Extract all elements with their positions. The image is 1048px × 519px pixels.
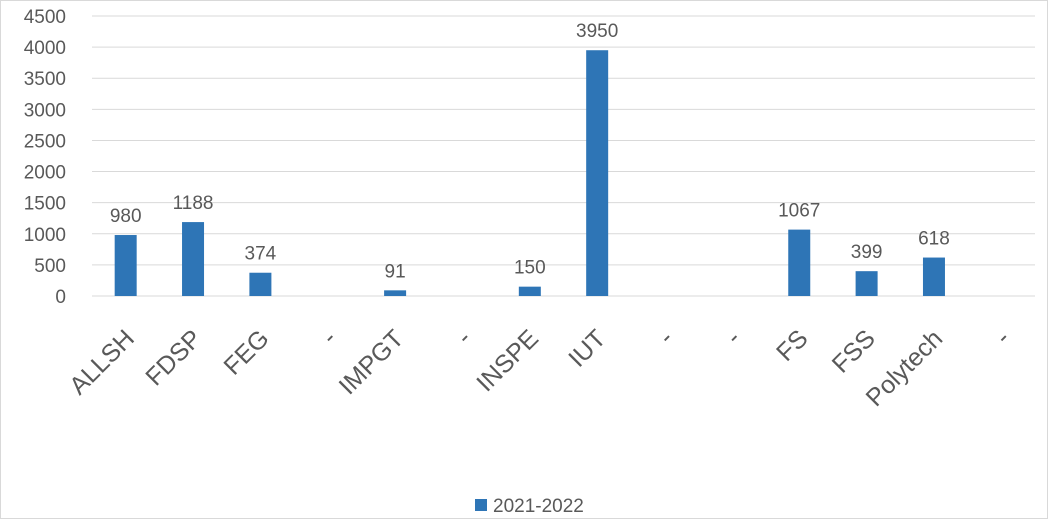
data-labels: 980 1188 374 91 150 3950 1067 399 618 bbox=[110, 21, 950, 282]
x-tick-label: ALLSH bbox=[64, 324, 140, 400]
y-tick-label: 3000 bbox=[24, 100, 66, 121]
bar bbox=[586, 50, 609, 296]
legend-label: 2021-2022 bbox=[493, 496, 584, 517]
data-label: 399 bbox=[851, 242, 883, 263]
x-tick-label: - bbox=[990, 324, 1016, 350]
bars bbox=[114, 50, 945, 296]
data-label: 91 bbox=[385, 261, 406, 282]
y-tick-label: 2000 bbox=[24, 163, 66, 184]
x-tick-label: - bbox=[451, 324, 477, 350]
x-tick-label: FEG bbox=[218, 324, 274, 380]
x-axis-labels: ALLSH FDSP FEG -IMPGT -INSPE IUT - - FS FSSPolyte… bbox=[64, 324, 1015, 412]
bar bbox=[114, 235, 137, 296]
data-label: 980 bbox=[110, 206, 142, 227]
data-label: 150 bbox=[514, 258, 546, 279]
data-label: 374 bbox=[245, 244, 277, 265]
bar bbox=[855, 271, 878, 296]
x-tick-label: FDSP bbox=[140, 324, 207, 391]
y-axis-ticks: 0 500 1000 1500 2000 2500 3000 3500 4000 4500 bbox=[24, 7, 66, 308]
gridlines bbox=[92, 15, 1035, 297]
bar bbox=[182, 222, 205, 296]
legend: 2021-2022 bbox=[475, 496, 584, 517]
x-tick-label: IMPGT bbox=[334, 324, 410, 400]
x-tick-label: FSS bbox=[827, 324, 881, 378]
x-tick-label: IUT bbox=[563, 324, 611, 372]
y-tick-label: 3500 bbox=[24, 69, 66, 90]
bar bbox=[384, 290, 407, 296]
y-tick-label: 4500 bbox=[24, 7, 66, 28]
y-tick-label: 2500 bbox=[24, 131, 66, 152]
data-label: 3950 bbox=[576, 21, 618, 42]
bar bbox=[788, 229, 811, 296]
x-tick-label: FS bbox=[771, 324, 813, 366]
y-tick-label: 500 bbox=[34, 256, 66, 277]
x-tick-label: INSPE bbox=[471, 324, 544, 397]
x-tick-label: - bbox=[653, 324, 679, 350]
data-label: 1067 bbox=[778, 201, 820, 222]
x-tick-label: - bbox=[316, 324, 342, 350]
y-tick-label: 1500 bbox=[24, 194, 66, 215]
data-label: 618 bbox=[918, 229, 950, 250]
legend-swatch bbox=[475, 499, 487, 511]
y-tick-label: 4000 bbox=[24, 38, 66, 59]
y-tick-label: 0 bbox=[55, 287, 66, 308]
x-tick-label: - bbox=[720, 324, 746, 350]
bar bbox=[922, 257, 945, 296]
data-label: 1188 bbox=[173, 193, 214, 214]
y-tick-label: 1000 bbox=[24, 225, 66, 246]
bar bbox=[249, 272, 272, 296]
bar bbox=[518, 286, 541, 296]
